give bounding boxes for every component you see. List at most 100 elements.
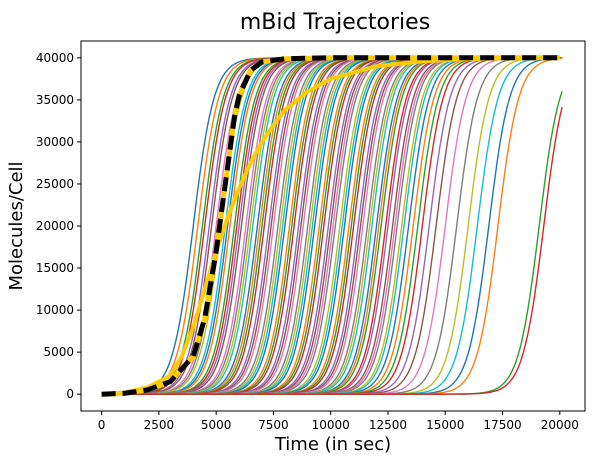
- reference-line-dashed: [101, 55, 560, 397]
- trajectory-line: [101, 57, 563, 395]
- y-tick-label: 25000: [36, 177, 74, 191]
- x-tick-label: 10000: [312, 418, 350, 432]
- y-tick-label: 20000: [36, 219, 74, 233]
- trajectory-line: [101, 57, 563, 395]
- trajectory-line: [101, 57, 563, 395]
- trajectory-line: [101, 57, 563, 395]
- trajectory-line: [101, 57, 563, 395]
- mean-line: [101, 55, 560, 397]
- trajectory-line: [101, 57, 563, 395]
- trajectory-line: [101, 57, 563, 395]
- trajectory-line: [101, 57, 563, 395]
- trajectory-line: [101, 57, 563, 395]
- trajectory-line: [101, 57, 563, 395]
- y-tick-label: 5000: [43, 345, 74, 359]
- trajectory-line: [101, 57, 563, 395]
- y-tick-label: 40000: [36, 51, 74, 65]
- y-tick-label: 10000: [36, 303, 74, 317]
- trajectory-line: [101, 57, 563, 395]
- trajectory-line: [101, 57, 563, 395]
- trajectory-line: [101, 57, 563, 395]
- y-axis-label: Molecules/Cell: [6, 161, 27, 290]
- trajectory-line: [101, 57, 563, 395]
- x-tick-label: 5000: [201, 418, 232, 432]
- trajectory-line: [101, 57, 563, 395]
- axis-ticks: 0 2500 5000 7500 10000 12500 15000 17500 20000 0 5…: [36, 51, 579, 432]
- trajectory-line: [101, 57, 563, 395]
- x-tick-label: 0: [98, 418, 106, 432]
- trajectory-line: [101, 57, 563, 395]
- chart-title: mBid Trajectories: [240, 10, 430, 35]
- trajectory-line: [101, 57, 563, 395]
- trajectory-line: [101, 57, 563, 395]
- trajectory-line: [101, 57, 563, 395]
- trajectory-line: [101, 57, 563, 395]
- trajectory-line: [101, 57, 563, 395]
- trajectory-line: [101, 57, 563, 395]
- trajectory-lines: [101, 57, 563, 395]
- trajectory-line: [101, 57, 563, 395]
- trajectory-line: [101, 57, 563, 395]
- trajectory-line: [101, 57, 563, 395]
- trajectory-line: [101, 57, 563, 395]
- trajectory-line: [101, 57, 563, 395]
- trajectory-line: [101, 57, 563, 395]
- trajectory-line: [101, 57, 563, 395]
- trajectory-line: [101, 57, 563, 395]
- trajectory-line: [101, 57, 563, 395]
- trajectory-line: [101, 57, 563, 395]
- trajectory-line: [101, 57, 563, 395]
- x-axis-label: Time (in sec): [274, 434, 391, 455]
- trajectory-line: [101, 57, 563, 395]
- trajectory-line: [101, 57, 563, 395]
- trajectory-line: [101, 57, 563, 395]
- trajectory-line: [101, 57, 563, 395]
- trajectory-line: [101, 57, 563, 395]
- trajectory-line: [101, 57, 563, 395]
- x-tick-label: 12500: [369, 418, 407, 432]
- highlight-lines: [101, 55, 560, 397]
- x-tick-label: 7500: [258, 418, 289, 432]
- y-tick-label: 15000: [36, 261, 74, 275]
- trajectory-line: [101, 57, 563, 395]
- trajectory-line: [101, 57, 563, 395]
- x-tick-label: 15000: [426, 418, 464, 432]
- trajectory-line: [101, 57, 563, 395]
- trajectory-line: [101, 107, 563, 395]
- trajectory-line: [101, 57, 563, 395]
- y-tick-label: 0: [66, 387, 74, 401]
- trajectory-line: [101, 57, 563, 395]
- trajectory-line: [101, 57, 563, 395]
- trajectory-line: [101, 57, 563, 395]
- trajectory-line: [101, 57, 563, 395]
- trajectory-line: [101, 57, 563, 395]
- trajectory-line: [101, 57, 563, 395]
- trajectory-line: [101, 57, 563, 395]
- trajectory-line: [101, 57, 563, 395]
- trajectory-line: [101, 57, 563, 395]
- x-tick-label: 2500: [144, 418, 175, 432]
- trajectory-line: [101, 57, 563, 395]
- y-tick-label: 35000: [36, 93, 74, 107]
- trajectory-line: [101, 57, 563, 395]
- trajectory-line: [101, 57, 563, 395]
- trajectory-line: [101, 57, 563, 395]
- trajectory-line: [101, 57, 563, 395]
- trajectory-line: [101, 57, 563, 395]
- trajectory-line: [101, 57, 563, 395]
- trajectory-line: [101, 57, 563, 395]
- y-tick-label: 30000: [36, 135, 74, 149]
- trajectory-line: [101, 57, 563, 395]
- trajectory-line: [101, 57, 563, 395]
- trajectory-line: [101, 57, 563, 395]
- trajectory-line: [101, 57, 563, 395]
- trajectory-line: [101, 57, 563, 395]
- trajectory-line: [101, 57, 563, 395]
- trajectory-line: [101, 57, 563, 395]
- x-tick-label: 20000: [541, 418, 579, 432]
- trajectory-line: [101, 57, 563, 395]
- trajectory-line: [101, 57, 563, 395]
- trajectory-line: [101, 57, 563, 395]
- trajectory-line: [101, 57, 563, 395]
